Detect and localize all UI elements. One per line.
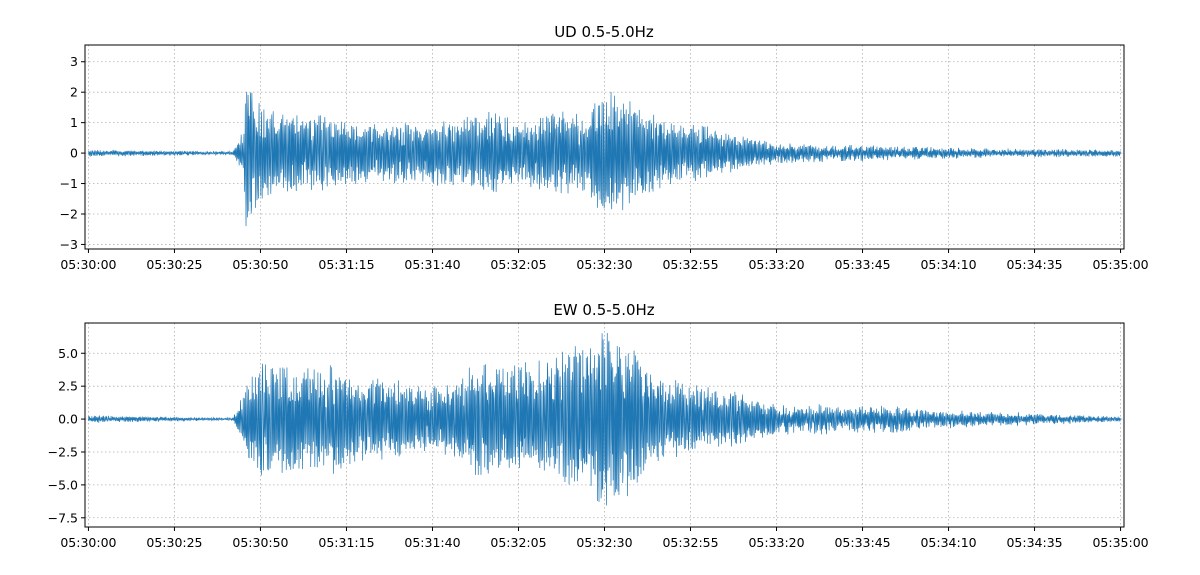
ew-x-tick-label: 05:35:00 — [1092, 535, 1148, 550]
ud-y-axis: 3 2 1 0 −1 −2 −3 — [60, 54, 85, 252]
ew-x-tick-label: 05:30:00 — [60, 535, 116, 550]
ew-y-tick-label: −2.5 — [48, 444, 78, 459]
ud-y-tick-label: 3 — [70, 54, 78, 69]
ew-y-tick-label: −7.5 — [48, 510, 78, 525]
ud-x-tick-label: 05:31:40 — [404, 257, 460, 272]
ew-y-tick-label: 2.5 — [58, 379, 78, 394]
ud-x-tick-label: 05:32:55 — [662, 257, 718, 272]
ud-y-tick-label: −1 — [60, 176, 78, 191]
ud-y-tick-label: −3 — [60, 237, 78, 252]
ud-x-tick-label: 05:30:00 — [60, 257, 116, 272]
ew-chart-title: EW 0.5-5.0Hz — [553, 301, 654, 319]
ud-x-axis: 05:30:00 05:30:25 05:30:50 05:31:15 05:31:40… — [60, 249, 1149, 272]
ew-y-axis: 5.0 2.5 0.0 −2.5 −5.0 −7.5 — [48, 346, 85, 525]
ud-x-tick-label: 05:32:05 — [490, 257, 546, 272]
ew-x-tick-label: 05:32:30 — [576, 535, 632, 550]
ew-x-tick-label: 05:32:55 — [662, 535, 718, 550]
ew-x-tick-label: 05:33:20 — [748, 535, 804, 550]
ud-x-tick-label: 05:30:50 — [232, 257, 288, 272]
ew-x-tick-label: 05:34:10 — [920, 535, 976, 550]
ud-y-tick-label: −2 — [60, 206, 78, 221]
ud-y-tick-label: 0 — [70, 146, 78, 161]
ew-x-tick-label: 05:31:40 — [404, 535, 460, 550]
ud-x-tick-label: 05:33:45 — [834, 257, 890, 272]
ew-x-tick-label: 05:30:25 — [146, 535, 202, 550]
ud-x-tick-label: 05:30:25 — [146, 257, 202, 272]
ew-x-tick-label: 05:32:05 — [490, 535, 546, 550]
ew-y-tick-label: 5.0 — [58, 346, 78, 361]
ud-x-tick-label: 05:35:00 — [1092, 257, 1148, 272]
ud-y-tick-label: 2 — [70, 85, 78, 100]
ud-x-tick-label: 05:31:15 — [318, 257, 374, 272]
ew-x-tick-label: 05:34:35 — [1006, 535, 1062, 550]
ew-x-axis: 05:30:00 05:30:25 05:30:50 05:31:15 05:31:40… — [60, 527, 1149, 550]
ew-y-tick-label: 0.0 — [58, 412, 78, 427]
ew-y-tick-label: −5.0 — [48, 477, 78, 492]
ew-waveform-line — [88, 332, 1121, 506]
ud-x-tick-label: 05:32:30 — [576, 257, 632, 272]
ud-x-tick-label: 05:34:10 — [920, 257, 976, 272]
ud-chart-title: UD 0.5-5.0Hz — [554, 23, 654, 41]
ew-x-tick-label: 05:30:50 — [232, 535, 288, 550]
ew-x-tick-label: 05:33:45 — [834, 535, 890, 550]
ud-x-tick-label: 05:33:20 — [748, 257, 804, 272]
ud-x-tick-label: 05:34:35 — [1006, 257, 1062, 272]
ew-panel: EW 0.5-5.0Hz 05:30:00 05:30:25 05:30:50 05:… — [48, 301, 1149, 550]
ud-y-tick-label: 1 — [70, 115, 78, 130]
ud-panel: UD 0.5-5.0Hz 05:30:00 05:30:25 05:30:50 05:… — [60, 23, 1149, 272]
ud-waveform-line — [88, 91, 1121, 227]
ew-x-tick-label: 05:31:15 — [318, 535, 374, 550]
